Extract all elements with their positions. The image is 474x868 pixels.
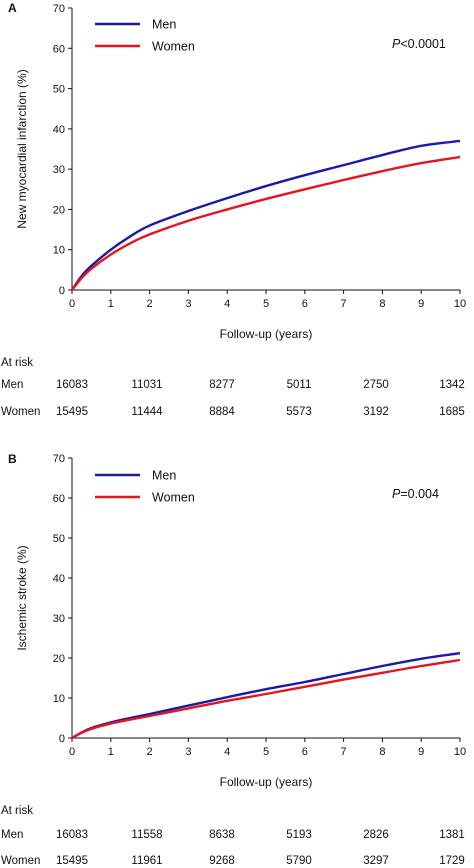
panelA-x-tick-label: 6	[302, 298, 308, 310]
panelB-at-risk-cell: 5790	[286, 855, 312, 867]
panelA-y-tick-label: 10	[53, 245, 65, 257]
panelA-x-tick-label: 4	[224, 298, 230, 310]
panelB-x-tick-label: 3	[185, 746, 191, 758]
panelA-series-line-women	[71, 155, 461, 291]
panelB-x-tick-label: 10	[454, 746, 466, 758]
panelB-y-tick-label: 50	[53, 533, 65, 545]
panelA-p-value-symbol: P	[392, 37, 401, 51]
panelB-at-risk-cell: 8638	[209, 829, 235, 841]
panelA-x-axis-label: Follow-up (years)	[220, 327, 313, 341]
panelA-at-risk-cell: 3192	[363, 406, 389, 418]
panelB-x-tick-label: 1	[108, 746, 114, 758]
panelA-at-risk-cell: 15495	[56, 406, 88, 418]
panelB-p-value-text: =0.004	[400, 487, 439, 501]
panelA-x-tick-label: 7	[341, 298, 347, 310]
panelA-panel-label: A	[8, 1, 17, 15]
panelA-y-tick-label: 20	[53, 204, 65, 216]
panelA-at-risk-cell: 1685	[439, 406, 465, 418]
panelB-at-risk-cell: 1381	[439, 829, 465, 841]
panelA-at-risk-cell: 1342	[439, 379, 465, 391]
panelB-x-tick-label: 9	[418, 746, 424, 758]
panelA-p-value-text: <0.0001	[400, 37, 446, 51]
panelB-p-value-symbol: P	[392, 487, 401, 501]
panelB-at-risk-cell: 11961	[131, 855, 162, 867]
panelB-y-axis-label: Ischemic stroke (%)	[15, 545, 29, 650]
panelA-x-tick-label: 9	[418, 298, 424, 310]
panelA-y-tick-label: 70	[53, 3, 65, 15]
panelA-at-risk-cell: 2750	[363, 379, 389, 391]
panelA-legend-label-women: Women	[152, 40, 195, 54]
panelB-x-tick-label: 4	[224, 746, 230, 758]
panelA-at-risk-cell: 11031	[131, 379, 162, 391]
panelA-x-tick-label: 5	[263, 298, 269, 310]
panelA-at-risk-cell: 5011	[287, 379, 312, 391]
panelA-at-risk-cell: 11444	[131, 406, 163, 418]
panelA-x-tick-label: 10	[454, 298, 466, 310]
panelA-at-risk-cell: 5573	[286, 406, 312, 418]
panelA-y-tick-label: 60	[53, 43, 65, 55]
panelA-y-axis-label: New myocardial infarction (%)	[15, 69, 29, 228]
panelA-y-tick-label: 30	[53, 164, 65, 176]
panelB-y-tick-label: 20	[53, 653, 65, 665]
panelA-x-tick-label: 8	[379, 298, 385, 310]
panelA-x-tick-label: 0	[69, 298, 75, 310]
panelB-at-risk-cell: 2826	[363, 829, 389, 841]
panelB-x-axis-label: Follow-up (years)	[220, 775, 313, 789]
panelA-x-tick-label: 2	[147, 298, 153, 310]
panelB-legend-label-women: Women	[152, 491, 195, 505]
panelB-y-tick-label: 60	[53, 493, 65, 505]
panelA-at-risk-row-label: Women	[1, 406, 40, 418]
panelA-p-value: P<0.0001	[392, 37, 446, 51]
panelB-panel-label: B	[8, 452, 17, 466]
panelB-y-tick-label: 30	[53, 613, 65, 625]
panelB-at-risk-row-label: Men	[1, 829, 23, 841]
panelA-y-tick-label: 50	[53, 84, 65, 96]
panelB-at-risk-cell: 1729	[439, 855, 465, 867]
panelB-at-risk-cell: 5193	[286, 829, 312, 841]
panelB-series-line-men	[71, 652, 461, 740]
panelB-at-risk-cell: 3297	[363, 855, 389, 867]
panelB-x-tick-label: 8	[379, 746, 385, 758]
panelA-at-risk-title: At risk	[1, 357, 33, 369]
panelB-y-tick-label: 40	[53, 573, 65, 585]
panelB-y-tick-label: 70	[53, 453, 65, 465]
panelB-y-tick-label: 10	[53, 693, 65, 705]
panelB-x-tick-label: 0	[69, 746, 75, 758]
panelB-x-tick-label: 2	[147, 746, 153, 758]
panelB-x-tick-label: 7	[341, 746, 347, 758]
panelA-at-risk-cell: 16083	[56, 379, 88, 391]
panelB-at-risk-cell: 11558	[131, 829, 162, 841]
panelA-legend-label-men: Men	[152, 18, 176, 32]
panelB-x-tick-label: 6	[302, 746, 308, 758]
panelB-at-risk-row-label: Women	[1, 855, 40, 867]
panelA-y-tick-label: 0	[59, 285, 65, 297]
panelA-x-tick-label: 3	[185, 298, 191, 310]
panelA-at-risk-row-label: Men	[1, 379, 23, 391]
panelB-legend-label-men: Men	[152, 469, 176, 483]
panelA-y-tick-label: 40	[53, 124, 65, 136]
panelB-p-value: P=0.004	[392, 487, 439, 501]
panelB-x-tick-label: 5	[263, 746, 269, 758]
panelA-series-line-men	[71, 139, 461, 291]
panelB-at-risk-cell: 15495	[56, 855, 88, 867]
panelB-series-line-women	[71, 658, 461, 740]
panelB-at-risk-title: At risk	[1, 805, 33, 817]
panelA-at-risk-cell: 8277	[209, 379, 235, 391]
panelA-x-tick-label: 1	[108, 298, 114, 310]
panelA-at-risk-cell: 8884	[209, 406, 235, 418]
panelB-y-tick-label: 0	[59, 733, 65, 745]
panelB-at-risk-cell: 9268	[209, 855, 235, 867]
panelB-at-risk-cell: 16083	[56, 829, 88, 841]
